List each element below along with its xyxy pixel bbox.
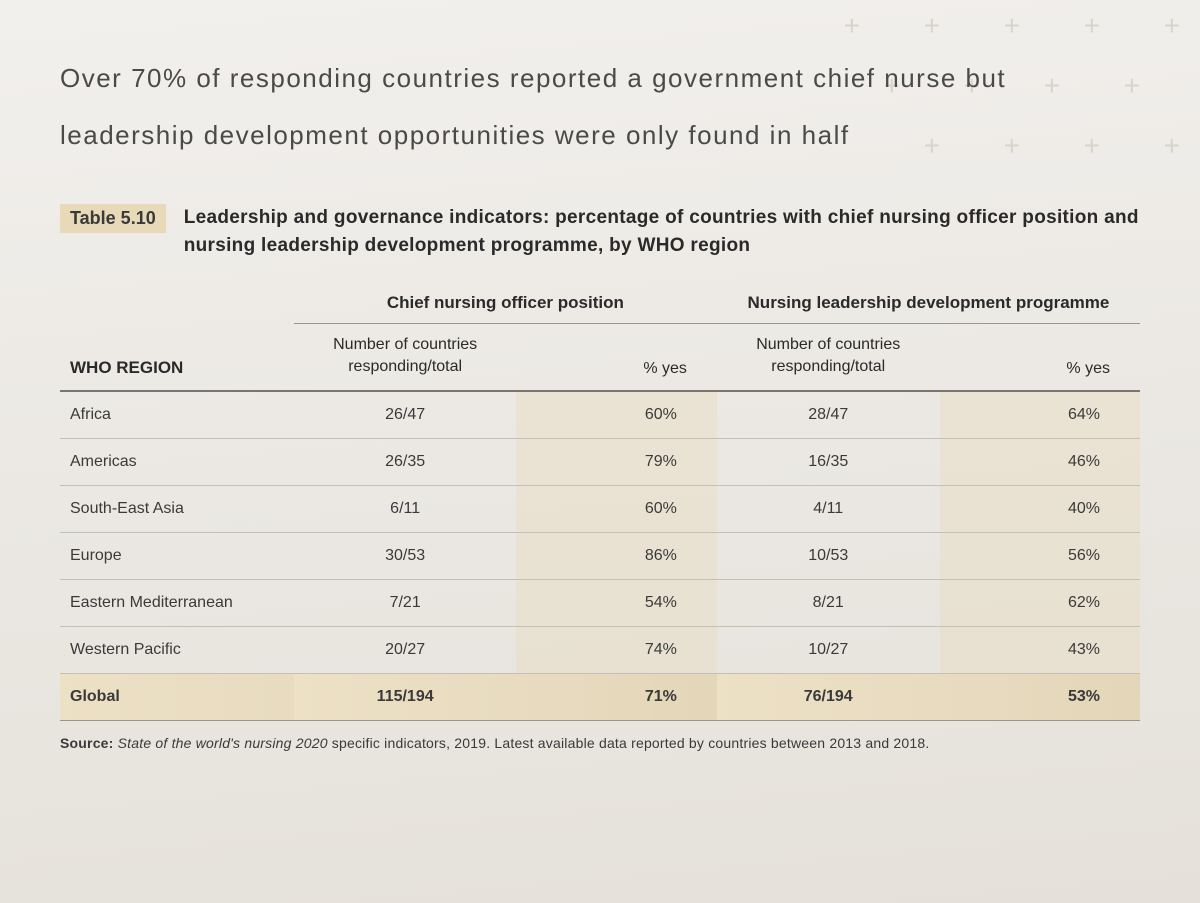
group-header-1: Chief nursing officer position: [294, 287, 717, 324]
region-cell: Global: [60, 673, 294, 720]
pct-cell-2: 46%: [940, 438, 1140, 485]
table-row: Western Pacific20/2774%10/2743%: [60, 626, 1140, 673]
pct-cell-1: 71%: [516, 673, 716, 720]
pct-cell-1: 54%: [516, 579, 716, 626]
source-italic: State of the world's nursing 2020: [118, 735, 328, 751]
blank-header: [60, 287, 294, 324]
num-cell-2: 28/47: [717, 391, 940, 439]
num-cell-2: 76/194: [717, 673, 940, 720]
source-line: Source: State of the world's nursing 202…: [60, 735, 1140, 751]
table-row: South-East Asia6/1160%4/1140%: [60, 485, 1140, 532]
pct-cell-2: 40%: [940, 485, 1140, 532]
num-cell-1: 7/21: [294, 579, 517, 626]
num-header-1: Number of countries responding/total: [294, 324, 517, 391]
num-cell-2: 8/21: [717, 579, 940, 626]
pct-cell-2: 53%: [940, 673, 1140, 720]
num-cell-2: 16/35: [717, 438, 940, 485]
total-row: Global115/19471%76/19453%: [60, 673, 1140, 720]
num-header-2: Number of countries responding/total: [717, 324, 940, 391]
table-body: Africa26/4760%28/4764%Americas26/3579%16…: [60, 391, 1140, 721]
pct-cell-2: 64%: [940, 391, 1140, 439]
source-rest: specific indicators, 2019. Latest availa…: [328, 735, 930, 751]
table-caption: Leadership and governance indicators: pe…: [184, 204, 1140, 259]
pct-cell-2: 62%: [940, 579, 1140, 626]
num-cell-1: 115/194: [294, 673, 517, 720]
pct-cell-1: 60%: [516, 391, 716, 439]
table-row: Eastern Mediterranean7/2154%8/2162%: [60, 579, 1140, 626]
pct-cell-1: 79%: [516, 438, 716, 485]
num-cell-1: 20/27: [294, 626, 517, 673]
region-header: WHO REGION: [60, 324, 294, 391]
pct-header-1: % yes: [516, 324, 716, 391]
headline-text: Over 70% of responding countries reporte…: [60, 50, 1140, 164]
table-number-badge: Table 5.10: [60, 204, 166, 233]
region-cell: Americas: [60, 438, 294, 485]
table-heading-row: Table 5.10 Leadership and governance ind…: [60, 204, 1140, 259]
pct-cell-2: 56%: [940, 532, 1140, 579]
num-cell-2: 10/53: [717, 532, 940, 579]
num-cell-2: 10/27: [717, 626, 940, 673]
num-cell-1: 6/11: [294, 485, 517, 532]
data-table: Chief nursing officer position Nursing l…: [60, 287, 1140, 720]
region-cell: Africa: [60, 391, 294, 439]
group-header-row: Chief nursing officer position Nursing l…: [60, 287, 1140, 324]
num-cell-1: 30/53: [294, 532, 517, 579]
region-cell: Eastern Mediterranean: [60, 579, 294, 626]
num-header-2-line1: Number of countries: [756, 336, 900, 353]
region-cell: Western Pacific: [60, 626, 294, 673]
num-header-1-line1: Number of countries: [333, 336, 477, 353]
table-row: Europe30/5386%10/5356%: [60, 532, 1140, 579]
num-cell-1: 26/35: [294, 438, 517, 485]
num-header-1-line2: responding/total: [348, 358, 462, 375]
pct-cell-1: 86%: [516, 532, 716, 579]
group-header-2: Nursing leadership development programme: [717, 287, 1140, 324]
pct-cell-1: 60%: [516, 485, 716, 532]
pct-cell-1: 74%: [516, 626, 716, 673]
pct-header-2: % yes: [940, 324, 1140, 391]
source-label: Source:: [60, 735, 114, 751]
num-cell-1: 26/47: [294, 391, 517, 439]
num-header-2-line2: responding/total: [771, 358, 885, 375]
pct-cell-2: 43%: [940, 626, 1140, 673]
region-cell: South-East Asia: [60, 485, 294, 532]
table-row: Americas26/3579%16/3546%: [60, 438, 1140, 485]
region-cell: Europe: [60, 532, 294, 579]
num-cell-2: 4/11: [717, 485, 940, 532]
table-row: Africa26/4760%28/4764%: [60, 391, 1140, 439]
sub-header-row: WHO REGION Number of countries respondin…: [60, 324, 1140, 391]
